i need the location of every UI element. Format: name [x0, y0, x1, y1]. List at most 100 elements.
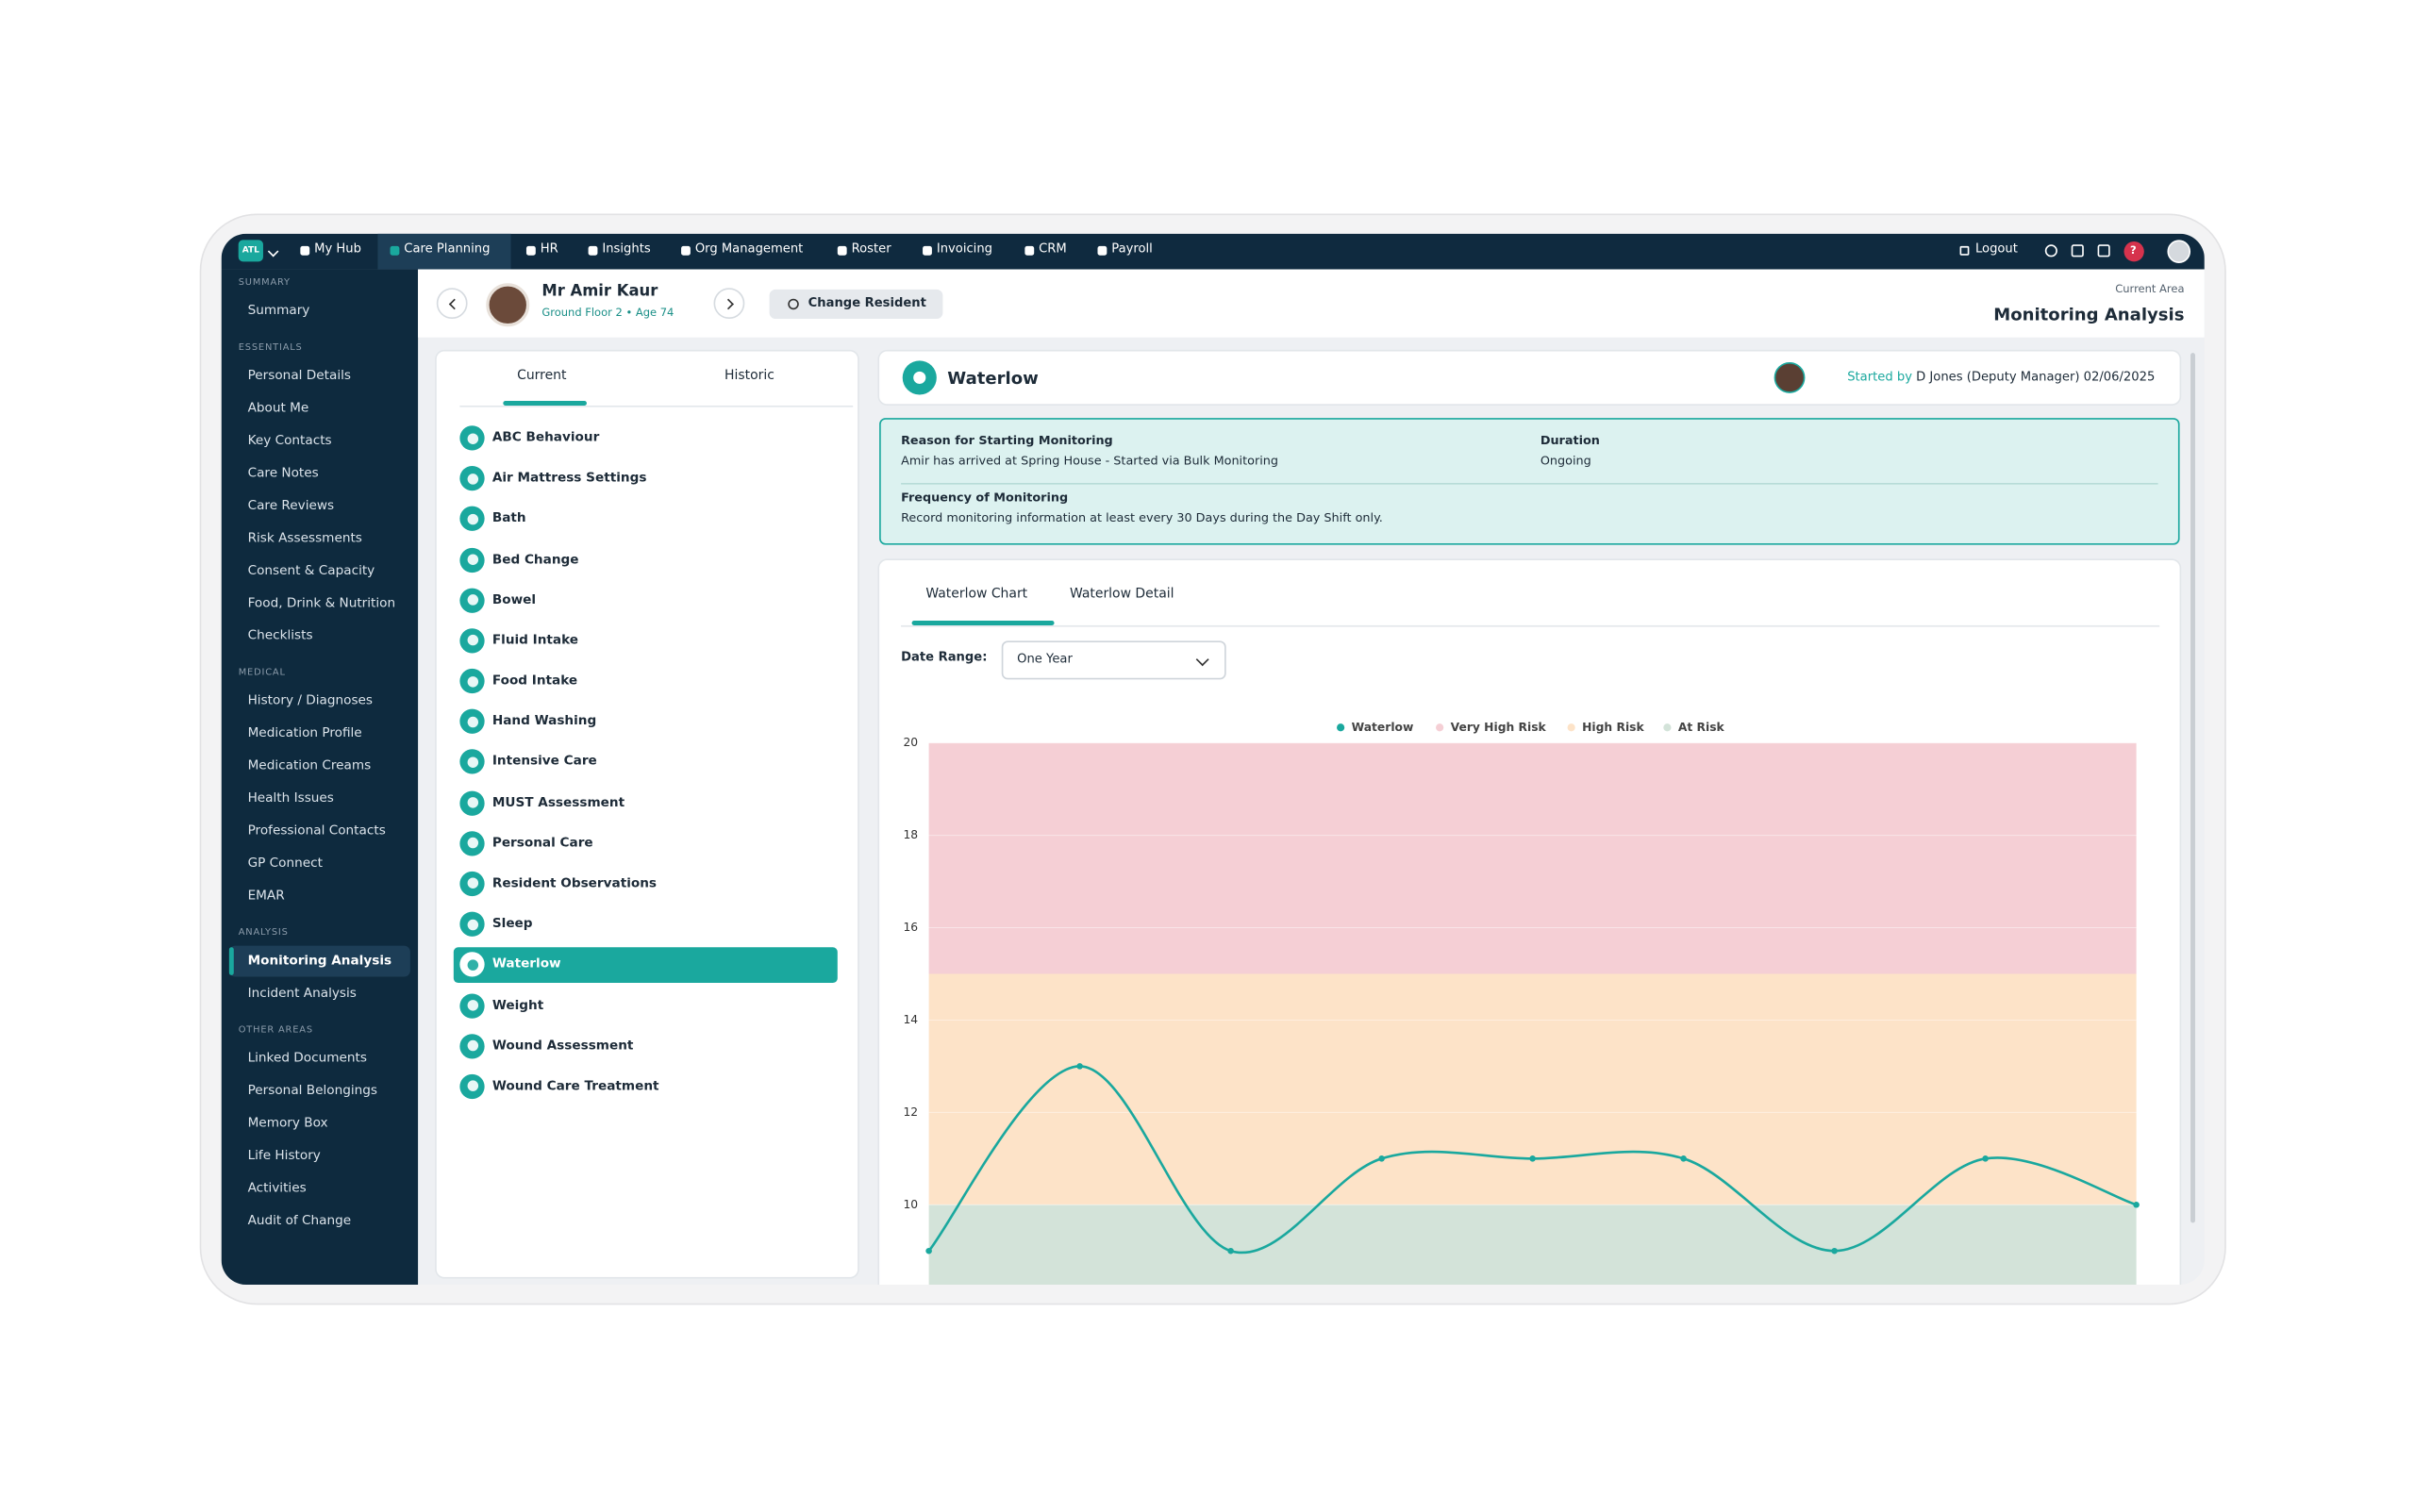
- nav-item[interactable]: CRM: [1039, 241, 1067, 256]
- list-icon-glyph: [466, 513, 478, 525]
- data-point: [1529, 1155, 1536, 1162]
- sidebar-link[interactable]: Medication Profile: [247, 724, 362, 740]
- monitoring-item[interactable]: Air Mattress Settings: [491, 469, 647, 485]
- y-tick-label: 12: [903, 1105, 918, 1119]
- nav-item[interactable]: HR: [540, 241, 558, 256]
- sidebar-active-bar: [228, 947, 233, 975]
- data-point: [1076, 1063, 1083, 1070]
- print-icon[interactable]: [2097, 244, 2110, 258]
- sidebar-link[interactable]: History / Diagnoses: [247, 691, 374, 707]
- monitoring-item[interactable]: Wound Assessment: [491, 1036, 634, 1053]
- list-icon-glyph: [466, 635, 478, 646]
- sidebar-heading: SUMMARY: [238, 276, 291, 289]
- sidebar-link[interactable]: Life History: [247, 1147, 321, 1163]
- nav-item[interactable]: Org Management: [694, 241, 804, 256]
- tab-waterlow-chart[interactable]: Waterlow Chart: [925, 586, 1028, 603]
- tab-current[interactable]: Current: [517, 368, 567, 384]
- monitoring-item[interactable]: ABC Behaviour: [491, 428, 600, 444]
- sidebar-link[interactable]: Risk Assessments: [247, 529, 362, 545]
- sidebar-link[interactable]: Audit of Change: [247, 1211, 352, 1228]
- sidebar-link[interactable]: Linked Documents: [247, 1049, 367, 1066]
- sidebar-link[interactable]: Care Notes: [247, 464, 319, 480]
- sidebar-link[interactable]: Care Reviews: [247, 496, 335, 513]
- nav-icon: [525, 245, 536, 256]
- tab-historic[interactable]: Historic: [724, 368, 774, 384]
- next-resident[interactable]: [713, 288, 745, 320]
- started-by-label: Started by: [1847, 370, 1912, 384]
- monitoring-item[interactable]: Sleep: [491, 915, 533, 931]
- sidebar-link[interactable]: Checklists: [247, 626, 313, 643]
- nav-icon: [588, 245, 598, 256]
- monitoring-item[interactable]: Personal Care: [491, 834, 593, 850]
- sidebar-link[interactable]: Consent & Capacity: [247, 561, 375, 578]
- sidebar-link[interactable]: Food, Drink & Nutrition: [247, 594, 396, 610]
- change-resident-label: Change Resident: [808, 294, 926, 309]
- sidebar-active-bg: [228, 945, 410, 977]
- sidebar-link[interactable]: Incident Analysis: [247, 984, 357, 1001]
- nav-item[interactable]: Care Planning: [404, 241, 491, 256]
- monitoring-item[interactable]: Fluid Intake: [491, 631, 579, 647]
- sidebar-link[interactable]: EMAR: [247, 887, 285, 903]
- monitoring-item[interactable]: Intensive Care: [491, 753, 597, 769]
- legend-swatch: [1337, 723, 1345, 732]
- monitoring-item[interactable]: Food Intake: [491, 672, 578, 688]
- previous-resident[interactable]: [436, 288, 468, 320]
- sidebar-link[interactable]: Medication Creams: [247, 756, 372, 773]
- sidebar-link[interactable]: Monitoring Analysis: [247, 952, 392, 968]
- resident-photo: [486, 283, 530, 327]
- sidebar-link[interactable]: Activities: [247, 1179, 307, 1195]
- monitoring-item[interactable]: MUST Assessment: [491, 793, 625, 809]
- current-area-label: Current Area: [2115, 283, 2185, 296]
- nav-item[interactable]: Invoicing: [936, 241, 993, 256]
- frequency-value: Record monitoring information at least e…: [901, 510, 1383, 525]
- list-icon-glyph: [466, 432, 478, 444]
- nav-item[interactable]: Insights: [602, 241, 651, 256]
- nav-item[interactable]: Roster: [851, 241, 891, 256]
- nav-icon: [1024, 245, 1035, 256]
- list-icon-glyph: [466, 797, 478, 808]
- sidebar-link[interactable]: Memory Box: [247, 1114, 328, 1130]
- y-tick-label: 14: [903, 1013, 918, 1026]
- sidebar-link[interactable]: Health Issues: [247, 789, 334, 806]
- started-by: Started by D Jones (Deputy Manager) 02/0…: [1847, 369, 2155, 388]
- list-icon-glyph: [466, 1000, 478, 1011]
- sidebar-link[interactable]: Professional Contacts: [247, 822, 386, 838]
- tab-waterlow-detail[interactable]: Waterlow Detail: [1069, 586, 1174, 603]
- user-avatar[interactable]: [2166, 239, 2190, 263]
- monitor-title: Waterlow: [947, 368, 1039, 389]
- logout-button[interactable]: Logout: [1974, 241, 2018, 256]
- nav-item[interactable]: Payroll: [1111, 241, 1153, 256]
- monitoring-item[interactable]: Wound Care Treatment: [491, 1076, 659, 1093]
- monitoring-item[interactable]: Resident Observations: [491, 874, 658, 890]
- search-icon[interactable]: [2044, 244, 2057, 258]
- legend-label: At Risk: [1678, 721, 1725, 734]
- current-area-value: Monitoring Analysis: [1993, 305, 2185, 325]
- sidebar-link[interactable]: About Me: [247, 399, 309, 415]
- sidebar-link[interactable]: Key Contacts: [247, 431, 332, 448]
- sidebar-link[interactable]: GP Connect: [247, 854, 323, 871]
- monitoring-list-card: [436, 351, 858, 1277]
- screen: ATL My Hub Care Planning HR Insights Org Mana…: [221, 233, 2205, 1286]
- sidebar-link[interactable]: Personal Details: [247, 366, 351, 383]
- date-range-select[interactable]: [1001, 640, 1226, 680]
- mail-icon[interactable]: [2071, 244, 2084, 258]
- list-icon-glyph: [466, 919, 478, 930]
- monitoring-item[interactable]: Weight: [491, 996, 544, 1012]
- logo[interactable]: ATL: [238, 240, 263, 262]
- nav-item[interactable]: My Hub: [314, 241, 361, 256]
- help-button[interactable]: ?: [2123, 241, 2144, 261]
- monitoring-item[interactable]: Waterlow: [491, 955, 561, 972]
- monitoring-item[interactable]: Bed Change: [491, 550, 579, 566]
- monitoring-item[interactable]: Bath: [491, 509, 526, 525]
- data-point: [925, 1247, 932, 1254]
- sidebar-link[interactable]: Summary: [247, 302, 310, 318]
- y-tick-label: 16: [903, 921, 918, 934]
- nav-active-bg: [377, 233, 511, 270]
- list-icon-glyph: [466, 716, 478, 727]
- monitoring-item[interactable]: Hand Washing: [491, 712, 597, 728]
- monitoring-item[interactable]: Bowel: [491, 590, 537, 606]
- sidebar-link[interactable]: Personal Belongings: [247, 1082, 378, 1098]
- risk-band: [928, 1205, 2137, 1286]
